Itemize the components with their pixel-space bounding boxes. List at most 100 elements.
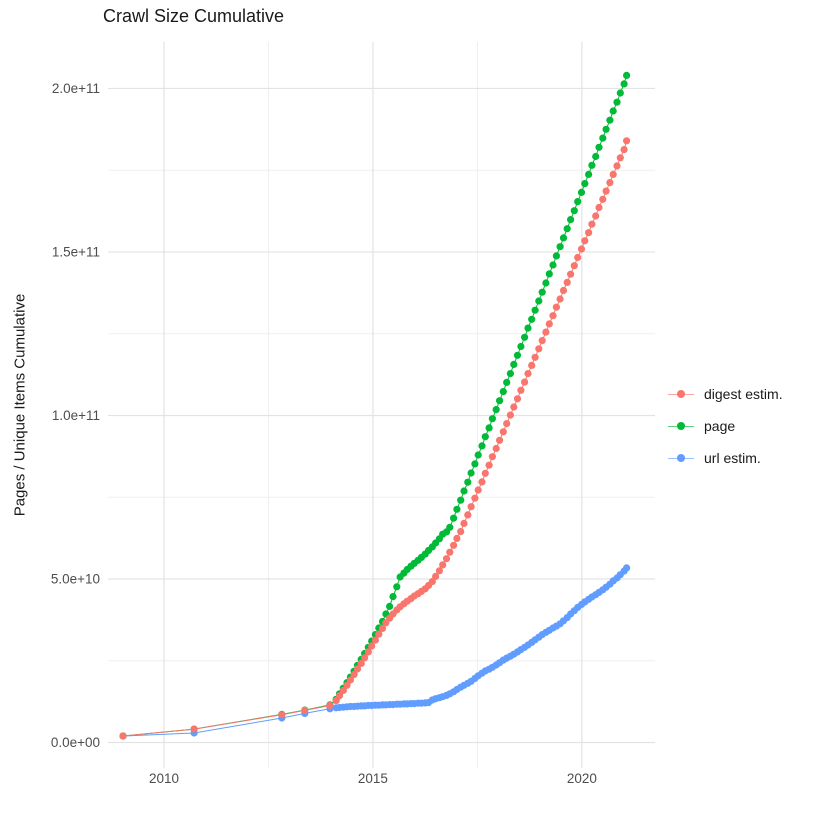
data-point-digest-estim	[528, 361, 536, 369]
data-point-digest-estim	[371, 636, 379, 644]
data-point-page	[570, 207, 578, 215]
data-point-digest-estim	[481, 469, 489, 477]
data-point-digest-estim	[563, 278, 571, 286]
legend-item-digest-estim: digest estim.	[668, 378, 783, 410]
data-point-digest-estim	[567, 270, 575, 278]
data-point-digest-estim	[581, 237, 589, 245]
data-point-page	[492, 406, 500, 414]
data-point-digest-estim	[559, 286, 568, 295]
data-point-page	[574, 198, 582, 206]
data-point-digest-estim	[488, 453, 496, 461]
data-point-digest-estim	[326, 701, 334, 710]
y-axis-title: Pages / Unique Items Cumulative	[11, 293, 29, 517]
data-point-digest-estim	[361, 654, 369, 662]
data-point-digest-estim	[435, 567, 443, 575]
y-tick-label: 2.0e+11	[52, 81, 100, 96]
data-point-page	[531, 306, 539, 314]
data-point-digest-estim	[375, 630, 383, 638]
data-point-page	[577, 188, 586, 196]
data-point-digest-estim	[538, 337, 546, 345]
y-tick-label: 1.0e+11	[52, 408, 100, 423]
data-point-page	[552, 252, 561, 260]
data-point-page	[464, 478, 472, 486]
data-point-digest-estim	[335, 692, 344, 700]
data-point-page	[620, 80, 628, 88]
data-point-digest-estim	[531, 353, 539, 361]
data-point-digest-estim	[513, 395, 522, 403]
data-point-digest-estim	[453, 534, 461, 543]
data-point-page	[450, 514, 458, 522]
data-point-digest-estim	[464, 511, 472, 519]
data-point-page	[521, 333, 529, 341]
data-point-page	[513, 351, 522, 359]
data-point-page	[609, 107, 617, 115]
data-point-digest-estim	[339, 686, 347, 695]
data-point-page	[478, 442, 486, 450]
data-point-digest-estim	[606, 179, 614, 187]
data-point-digest-estim	[556, 295, 564, 303]
data-point-digest-estim	[510, 403, 518, 411]
data-point-page	[549, 261, 557, 269]
data-point-page	[535, 297, 543, 305]
data-point-page	[453, 505, 461, 513]
data-point-digest-estim	[549, 312, 557, 320]
legend: digest estim. page url estim.	[668, 378, 783, 474]
legend-label-url-estim: url estim.	[704, 450, 761, 466]
data-point-page	[613, 98, 621, 106]
data-point-page	[559, 234, 568, 242]
data-point-page	[471, 460, 479, 468]
data-point-digest-estim	[301, 706, 309, 715]
data-point-page	[592, 152, 600, 161]
data-point-digest-estim	[474, 486, 482, 494]
data-point-digest-estim	[535, 345, 543, 353]
data-point-digest-estim	[613, 162, 621, 170]
data-point-digest-estim	[364, 648, 372, 656]
x-tick-label: 2010	[149, 771, 179, 786]
data-point-page	[503, 378, 511, 386]
data-point-digest-estim	[503, 420, 511, 428]
data-point-digest-estim	[620, 146, 628, 154]
data-point-page	[599, 134, 607, 142]
y-tick-label: 5.0e+10	[51, 571, 100, 586]
data-point-digest-estim	[353, 665, 362, 673]
data-point-digest-estim	[428, 578, 436, 586]
data-point-digest-estim	[350, 670, 358, 679]
data-point-digest-estim	[485, 461, 493, 469]
data-point-digest-estim	[499, 428, 507, 436]
data-point-digest-estim	[595, 203, 603, 212]
legend-item-page: page	[668, 410, 783, 442]
legend-key-url-estim-icon	[668, 450, 694, 466]
data-point-page	[506, 370, 514, 378]
data-point-page	[602, 125, 610, 133]
data-point-digest-estim	[446, 548, 454, 556]
data-point-digest-estim	[616, 154, 624, 162]
data-point-digest-estim	[577, 245, 586, 253]
data-point-digest-estim	[542, 328, 550, 336]
data-point-digest-estim	[450, 541, 458, 549]
data-point-digest-estim	[609, 170, 617, 178]
data-point-page	[528, 315, 536, 323]
data-point-digest-estim	[457, 528, 465, 536]
x-tick-label: 2015	[358, 771, 388, 786]
data-point-page	[393, 583, 401, 591]
data-point-digest-estim	[552, 303, 561, 311]
data-point-digest-estim	[585, 229, 593, 237]
legend-key-page-icon	[668, 418, 694, 434]
data-point-page	[545, 270, 553, 278]
series-line-url-estim	[122, 567, 627, 737]
data-point-page	[499, 388, 507, 396]
data-point-digest-estim	[278, 711, 286, 719]
data-point-digest-estim	[460, 519, 468, 528]
data-point-digest-estim	[588, 220, 596, 228]
data-point-page	[457, 496, 465, 504]
data-point-digest-estim	[570, 262, 578, 270]
data-point-page	[474, 451, 482, 459]
data-point-digest-estim	[506, 411, 514, 419]
data-point-digest-estim	[524, 370, 532, 378]
data-point-digest-estim	[346, 676, 354, 684]
data-point-url-estim	[623, 564, 631, 572]
data-point-page	[581, 180, 589, 188]
data-point-digest-estim	[599, 195, 607, 203]
